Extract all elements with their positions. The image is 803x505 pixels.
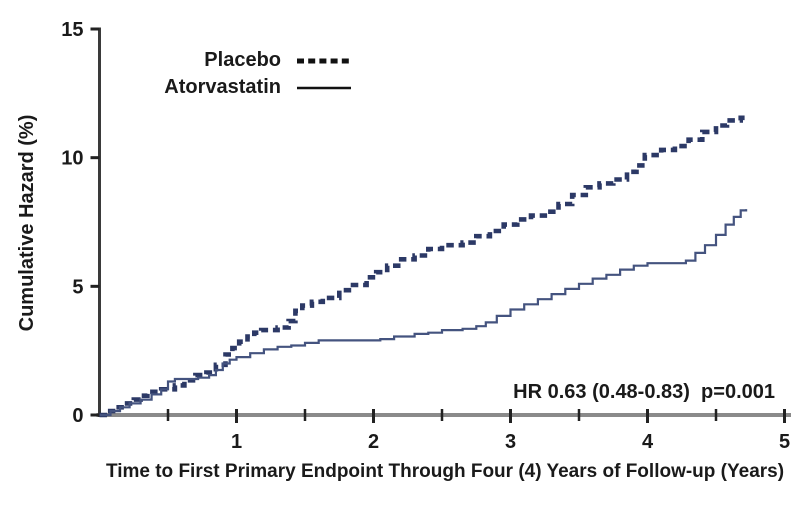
legend-label-placebo: Placebo: [204, 49, 281, 71]
x-tick-label: 4: [642, 431, 654, 453]
legend-dashed-line-sample: [297, 58, 351, 63]
legend-label-atorvastatin: Atorvastatin: [164, 76, 281, 98]
legend-solid-line-sample: [297, 86, 351, 89]
y-axis-title: Cumulative Hazard (%): [16, 114, 38, 332]
x-tick-label: 2: [368, 431, 379, 453]
hazard-ratio-annotation: HR 0.63 (0.48-0.83) p=0.001: [513, 381, 775, 403]
x-axis-title: Time to First Primary Endpoint Through F…: [105, 461, 785, 482]
y-tick-label: 15: [61, 19, 83, 41]
legend-item-atorvastatin: Atorvastatin: [140, 74, 353, 101]
series-curve-placebo: [99, 115, 749, 418]
x-tick-label: 3: [505, 431, 516, 453]
series-curve-atorvastatin: [99, 209, 748, 417]
y-tick-label: 5: [72, 276, 83, 298]
y-tick-label: 10: [61, 148, 83, 170]
legend-item-placebo: Placebo: [140, 47, 353, 74]
x-tick-label: 1: [231, 431, 242, 453]
legend: Placebo Atorvastatin: [140, 47, 353, 101]
y-tick-label: 0: [72, 405, 83, 427]
x-tick-label: 5: [779, 431, 790, 453]
